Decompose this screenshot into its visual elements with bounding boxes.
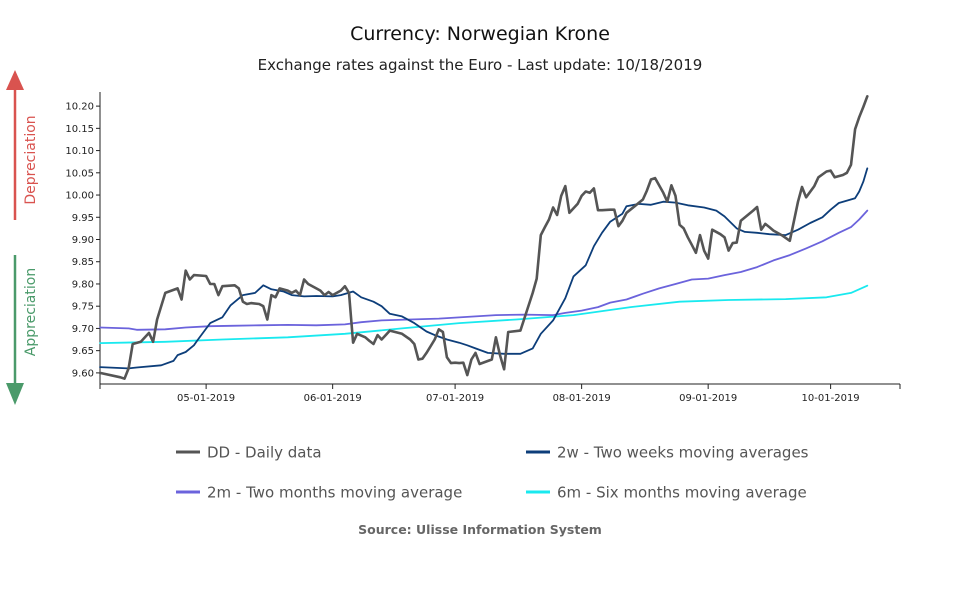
legend: DD - Daily data 2w - Two weeks moving ave… <box>176 444 809 502</box>
legend-item-2w: 2w - Two weeks moving averages <box>526 444 809 462</box>
y-tick-label: 9.90 <box>72 235 94 246</box>
legend-label: DD - Daily data <box>207 444 322 462</box>
legend-label: 6m - Six months moving average <box>557 484 807 502</box>
legend-item-6m: 6m - Six months moving average <box>526 484 807 502</box>
legend-item-dd: DD - Daily data <box>176 444 322 462</box>
y-tick-label: 9.65 <box>72 346 94 357</box>
legend-label: 2w - Two weeks moving averages <box>557 444 809 462</box>
legend-item-2m: 2m - Two months moving average <box>176 484 462 502</box>
y-tick-label: 9.85 <box>72 257 94 268</box>
x-tick-label: 09-01-2019 <box>679 393 737 404</box>
depreciation-label: Depreciation <box>23 115 39 204</box>
x-tick-label: 06-01-2019 <box>304 393 362 404</box>
chart-subtitle: Exchange rates against the Euro - Last u… <box>258 56 703 74</box>
series-line-6m <box>99 284 869 344</box>
appreciation-indicator: Appreciation <box>6 255 39 405</box>
y-tick-label: 10.00 <box>65 191 94 202</box>
x-tick-label: 08-01-2019 <box>553 393 611 404</box>
appreciation-label: Appreciation <box>23 268 39 356</box>
series-line-dd <box>98 95 869 380</box>
y-tick-label: 9.80 <box>72 279 94 290</box>
y-tick-label: 10.05 <box>65 168 94 179</box>
y-tick-label: 9.75 <box>72 302 94 313</box>
y-tick-label: 9.95 <box>72 213 94 224</box>
y-tick-label: 10.15 <box>65 124 94 135</box>
depreciation-indicator: Depreciation <box>6 70 39 220</box>
legend-label: 2m - Two months moving average <box>207 484 462 502</box>
y-tick-label: 9.60 <box>72 368 94 379</box>
appreciation-arrow-head <box>6 383 24 405</box>
chart-title: Currency: Norwegian Krone <box>350 23 610 45</box>
y-tick-label: 10.10 <box>65 146 94 157</box>
series-line-2m <box>99 209 869 331</box>
x-tick-label: 05-01-2019 <box>177 393 235 404</box>
source-note: Source: Ulisse Information System <box>358 522 602 537</box>
x-tick-label: 07-01-2019 <box>426 393 484 404</box>
x-tick-label: 10-01-2019 <box>802 393 860 404</box>
depreciation-arrow-head <box>6 70 24 90</box>
y-tick-label: 10.20 <box>65 102 94 113</box>
plot-area: 9.60 9.65 9.70 9.75 9.80 9.85 9.90 9.95 10.00 10.… <box>65 92 901 404</box>
series-line-2w <box>99 167 869 370</box>
y-tick-label: 9.70 <box>72 324 94 335</box>
